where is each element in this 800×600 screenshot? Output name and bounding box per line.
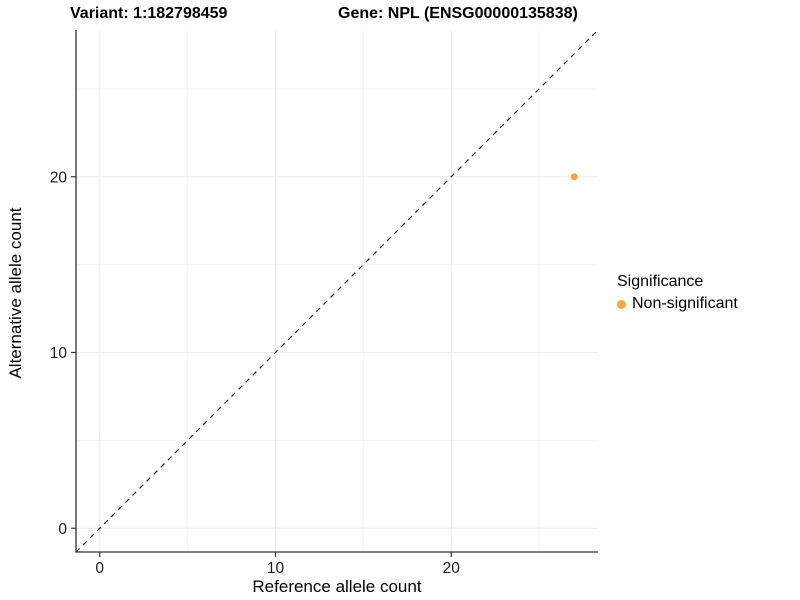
legend-item-label: Non-significant	[632, 295, 738, 312]
x-tick-label: 0	[95, 560, 104, 577]
legend-point-icon	[617, 299, 626, 309]
y-tick-label: 10	[50, 345, 68, 362]
x-axis-title: Reference allele count	[252, 577, 422, 596]
legend-title: Significance	[617, 273, 704, 290]
y-tick-label: 20	[50, 169, 68, 186]
y-tick-label: 0	[58, 521, 67, 538]
identity-reference-line	[75, 29, 599, 553]
x-tick-label: 10	[267, 560, 285, 577]
gene-title: Gene: NPL (ENSG00000135838)	[338, 5, 578, 22]
legend-item-non-significant: Non-significant	[617, 295, 738, 313]
data-point	[570, 173, 578, 181]
y-axis-title: Alternative allele count	[6, 207, 25, 379]
x-tick-label: 20	[443, 560, 461, 577]
legend: Significance Non-significant	[617, 273, 738, 313]
variant-title: Variant: 1:182798459	[70, 5, 228, 22]
